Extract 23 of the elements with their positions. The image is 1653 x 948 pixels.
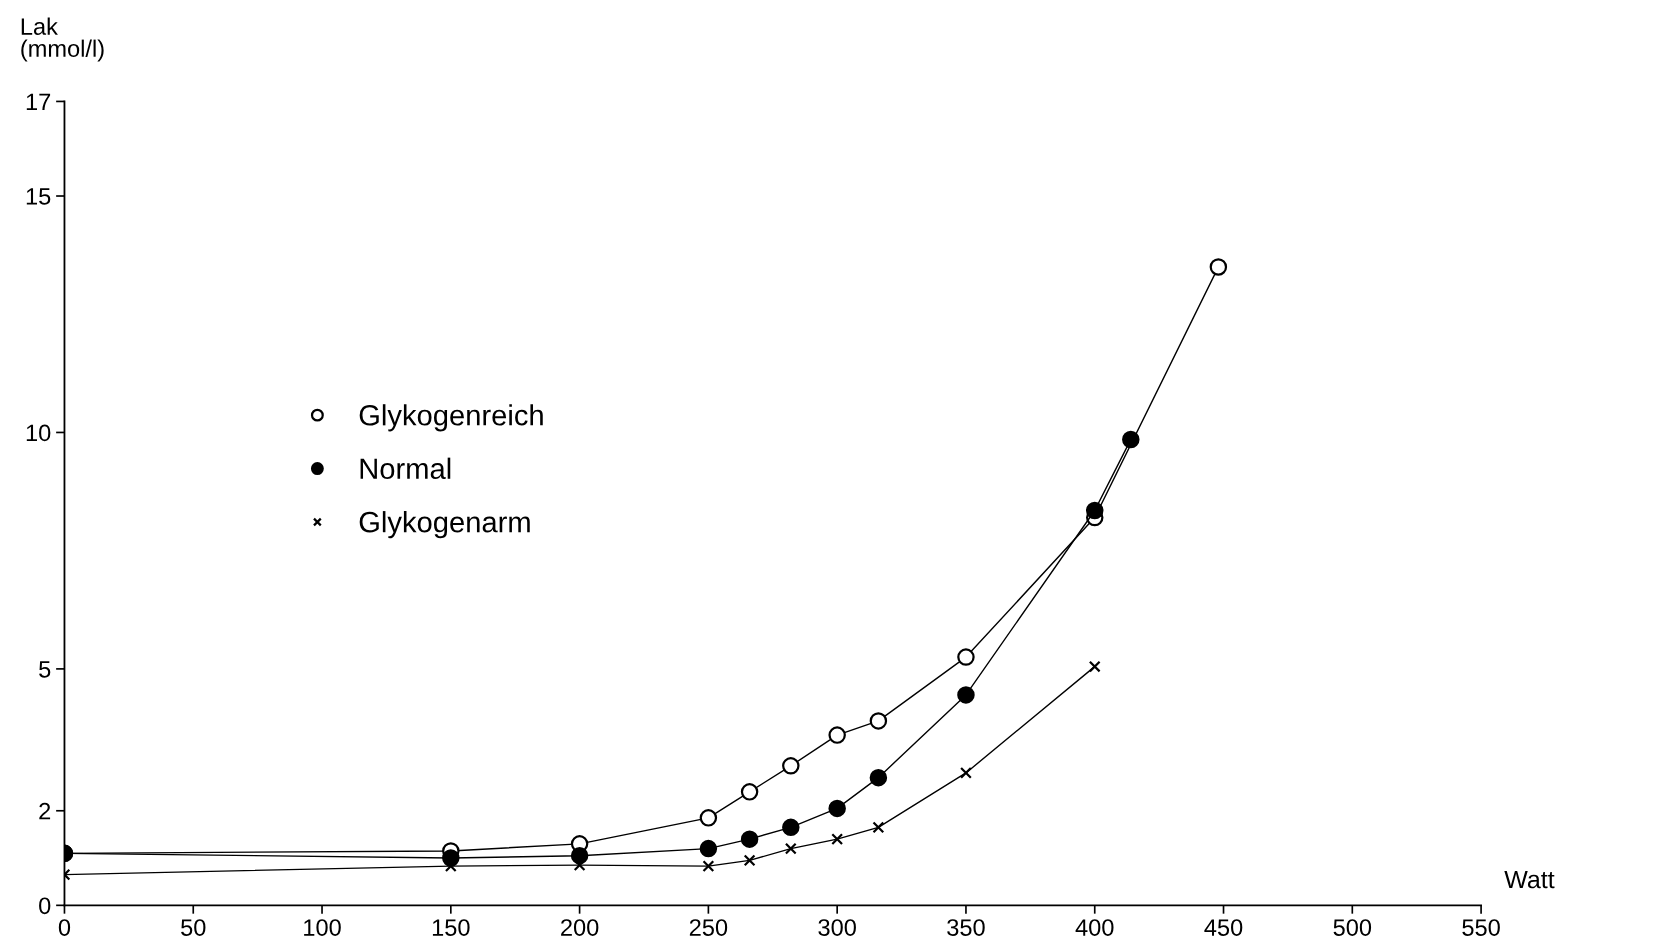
- x-tick-label: 350: [947, 919, 985, 936]
- y-axis-title: Lak (mmol/l): [21, 17, 104, 62]
- x-tick-label: 50: [181, 919, 206, 936]
- y-tick-label: 2: [39, 802, 51, 820]
- x-tick-label: 400: [1075, 919, 1114, 936]
- x-tick-label: 0: [58, 919, 71, 936]
- y-tick-label: 17: [26, 93, 51, 110]
- x-tick-label: 300: [818, 919, 856, 936]
- x-axis-title: Watt: [1504, 870, 1555, 889]
- x-tick-label: 550: [1462, 919, 1500, 936]
- x-tick-label: 450: [1204, 919, 1243, 936]
- x-tick-label: 100: [304, 919, 341, 936]
- y-tick-label: 10: [26, 424, 51, 442]
- x-tick-label: 250: [689, 919, 728, 936]
- y-tick-label: 15: [26, 188, 51, 205]
- x-tick-label: 200: [561, 919, 599, 936]
- x-tick-label: 150: [432, 919, 470, 936]
- legend-label: Glykogenreich: [359, 404, 543, 432]
- legend-label: Normal: [360, 457, 451, 480]
- x-tick-label: 500: [1333, 919, 1372, 936]
- legend-label: Glykogenarm: [359, 511, 530, 539]
- y-tick-label: 5: [39, 661, 51, 678]
- y-tick-label: 0: [39, 897, 51, 915]
